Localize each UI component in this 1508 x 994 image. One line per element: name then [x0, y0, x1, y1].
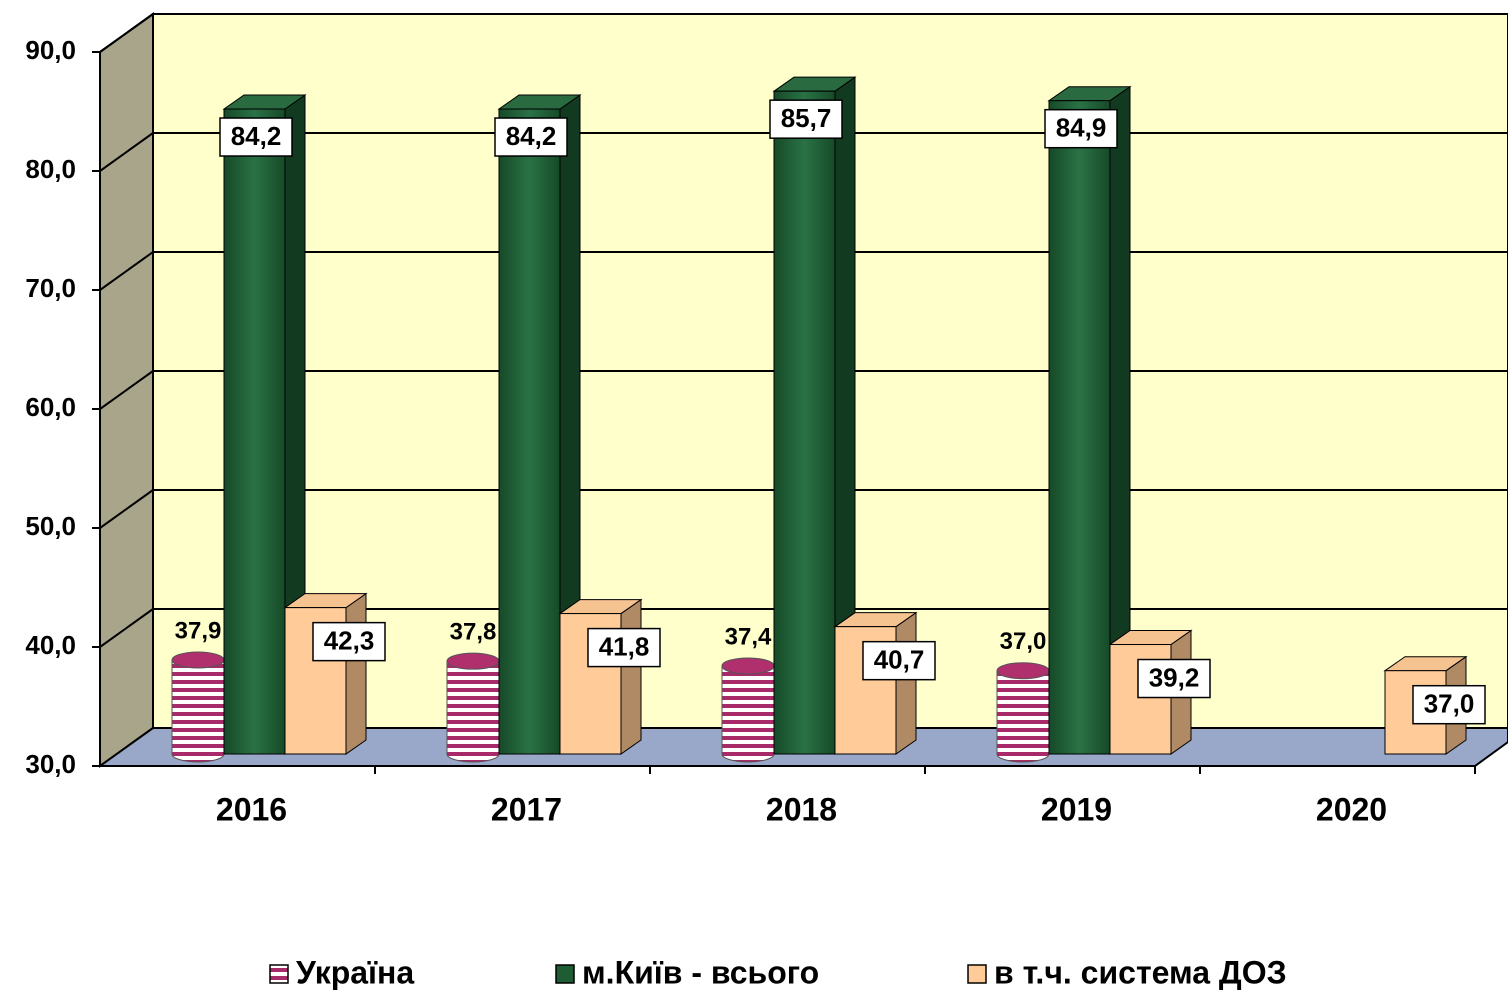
value-label-box: [1412, 684, 1486, 725]
value-label: 42,3: [324, 626, 375, 656]
grid-line: [99, 489, 154, 529]
value-label-box: [312, 621, 386, 662]
bar: [223, 108, 286, 755]
value-label-box: [862, 640, 936, 681]
grid-line: [99, 370, 154, 410]
value-label: 37,9: [175, 617, 222, 644]
y-tick-label: 60,0: [25, 392, 76, 422]
value-label: 37,0: [1000, 628, 1047, 655]
grid-line: [99, 13, 154, 53]
grid-line: [99, 608, 154, 648]
bar-top: [721, 657, 775, 675]
value-label: 39,2: [1149, 662, 1200, 692]
bar: [446, 660, 500, 763]
value-label: 84,2: [506, 121, 557, 151]
value-label-box: [769, 99, 843, 139]
y-tick-label: 40,0: [25, 630, 76, 660]
bar: [498, 108, 561, 755]
grid-line: [99, 251, 154, 291]
bar-top: [996, 662, 1050, 680]
value-label: 37,8: [450, 619, 497, 646]
value-label: 37,0: [1424, 689, 1475, 719]
legend-label: в т.ч. система ДОЗ: [994, 954, 1287, 990]
x-tick-label: 2019: [1041, 791, 1112, 827]
y-tick-label: 50,0: [25, 511, 76, 541]
x-tick-label: 2018: [766, 791, 837, 827]
value-label-box: [587, 627, 661, 668]
bar: [996, 670, 1050, 763]
legend-swatch: [269, 964, 289, 984]
value-label: 41,8: [599, 631, 650, 661]
bar-top: [171, 651, 225, 669]
value-label: 85,7: [781, 103, 832, 133]
x-tick-label: 2020: [1316, 791, 1387, 827]
y-tick-label: 30,0: [25, 749, 76, 779]
legend-swatch: [555, 964, 575, 984]
bar: [171, 659, 225, 763]
legend-label: Україна: [296, 954, 414, 990]
bar: [721, 665, 775, 763]
value-label-box: [1044, 108, 1118, 149]
y-tick-label: 90,0: [25, 35, 76, 65]
value-label-box: [219, 117, 293, 157]
value-label-box: [494, 117, 568, 157]
bar-side: [345, 592, 367, 755]
value-label: 84,2: [231, 121, 282, 151]
x-tick-label: 2016: [216, 791, 287, 827]
y-tick-label: 70,0: [25, 273, 76, 303]
value-label: 84,9: [1056, 113, 1107, 143]
bar-top: [446, 652, 500, 670]
legend-swatch: [967, 964, 987, 984]
value-label: 37,4: [725, 623, 772, 650]
legend-label: м.Київ - всього: [582, 954, 819, 990]
grid-line: [99, 132, 154, 172]
value-label: 40,7: [874, 645, 925, 675]
y-tick-label: 80,0: [25, 154, 76, 184]
x-tick-label: 2017: [491, 791, 562, 827]
bar: [1048, 100, 1111, 755]
bar: [773, 90, 836, 755]
value-label-box: [1137, 658, 1211, 699]
bar-side: [620, 598, 642, 755]
bar-side: [895, 611, 917, 755]
